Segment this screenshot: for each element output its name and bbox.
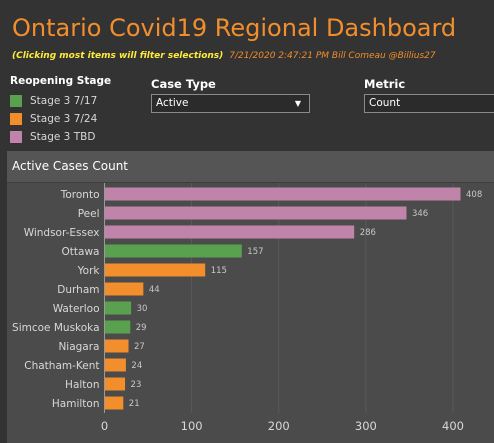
data-label: 27 xyxy=(134,342,145,352)
legend-swatch xyxy=(10,113,22,125)
category-label: Windsor-Essex xyxy=(24,227,100,239)
data-label: 44 xyxy=(149,285,160,295)
timestamp-author: 7/21/2020 2:47:21 PM Bill Comeau @Billiu… xyxy=(229,51,436,61)
bar-simcoe-muskoka[interactable] xyxy=(105,320,131,334)
legend-swatch xyxy=(10,131,22,143)
case-type-dropdown[interactable]: Active ▼ xyxy=(151,94,310,113)
x-tick-label: 400 xyxy=(442,419,464,433)
data-label: 24 xyxy=(131,361,142,371)
bar-hamilton[interactable] xyxy=(105,396,124,410)
bar-durham[interactable] xyxy=(105,282,144,296)
category-label: Simcoe Muskoka xyxy=(12,322,99,334)
bar-waterloo[interactable] xyxy=(105,301,132,315)
category-label: Waterloo xyxy=(53,303,100,315)
category-label: Niagara xyxy=(58,341,99,353)
category-label: Hamilton xyxy=(52,398,100,410)
legend-item-stage-3-7-24[interactable]: Stage 3 7/24 xyxy=(10,110,111,128)
x-tick-label: 300 xyxy=(355,419,377,433)
data-label: 23 xyxy=(131,380,142,390)
category-label: Chatham-Kent xyxy=(24,360,99,372)
x-tick-label: 100 xyxy=(181,419,203,433)
legend-item-stage-3-tbd[interactable]: Stage 3 TBD xyxy=(10,128,111,146)
metric-label: Metric xyxy=(364,77,406,91)
bar-ottawa[interactable] xyxy=(105,244,242,258)
x-tick-label: 0 xyxy=(101,419,108,433)
category-label: Ottawa xyxy=(62,246,100,258)
metric-value: Count xyxy=(369,97,401,109)
bar-halton[interactable] xyxy=(105,377,126,391)
data-label: 346 xyxy=(412,209,428,219)
case-type-filter: Case Type Active ▼ xyxy=(151,77,310,113)
stage-legend: Reopening Stage Stage 3 7/17 Stage 3 7/2… xyxy=(10,75,111,146)
data-label: 157 xyxy=(247,247,263,257)
data-label: 408 xyxy=(466,190,482,200)
bar-niagara[interactable] xyxy=(105,339,129,353)
category-label: Durham xyxy=(57,284,99,296)
dashboard-subtitle: (Clicking most items will filter selecti… xyxy=(12,51,436,61)
bar-toronto[interactable] xyxy=(105,187,461,201)
panel-divider xyxy=(7,182,494,183)
case-type-label: Case Type xyxy=(151,77,216,91)
chevron-down-icon: ▼ xyxy=(294,99,301,108)
legend-swatch xyxy=(10,95,22,107)
data-label: 29 xyxy=(136,323,147,333)
category-label: Toronto xyxy=(60,189,100,201)
panel-title: Active Cases Count xyxy=(7,151,494,182)
category-label: York xyxy=(77,265,101,277)
category-label: Peel xyxy=(78,208,100,220)
legend-item-stage-3-7-17[interactable]: Stage 3 7/17 xyxy=(10,92,111,110)
data-label: 286 xyxy=(360,228,376,238)
legend-label: Stage 3 TBD xyxy=(30,131,96,143)
category-label: Halton xyxy=(65,379,99,391)
legend-title: Reopening Stage xyxy=(10,75,112,87)
bar-york[interactable] xyxy=(105,263,206,277)
filter-hint: (Clicking most items will filter selecti… xyxy=(12,51,224,61)
metric-filter: Metric Count xyxy=(364,77,494,113)
legend-label: Stage 3 7/24 xyxy=(30,113,98,125)
legend-label: Stage 3 7/17 xyxy=(30,95,98,107)
bar-windsor-essex[interactable] xyxy=(105,225,355,239)
data-label: 30 xyxy=(137,304,148,314)
bar-peel[interactable] xyxy=(105,206,407,220)
data-label: 115 xyxy=(211,266,227,276)
dashboard-title: Ontario Covid19 Regional Dashboard xyxy=(12,14,457,42)
data-label: 21 xyxy=(129,399,140,409)
bar-chatham-kent[interactable] xyxy=(105,358,126,372)
metric-dropdown[interactable]: Count xyxy=(364,94,494,113)
x-tick-label: 200 xyxy=(268,419,290,433)
case-type-value: Active xyxy=(156,97,189,109)
active-cases-bar-chart: Toronto 408 Peel 346 Windsor-Essex 286 Ottawa 1… xyxy=(12,183,482,433)
